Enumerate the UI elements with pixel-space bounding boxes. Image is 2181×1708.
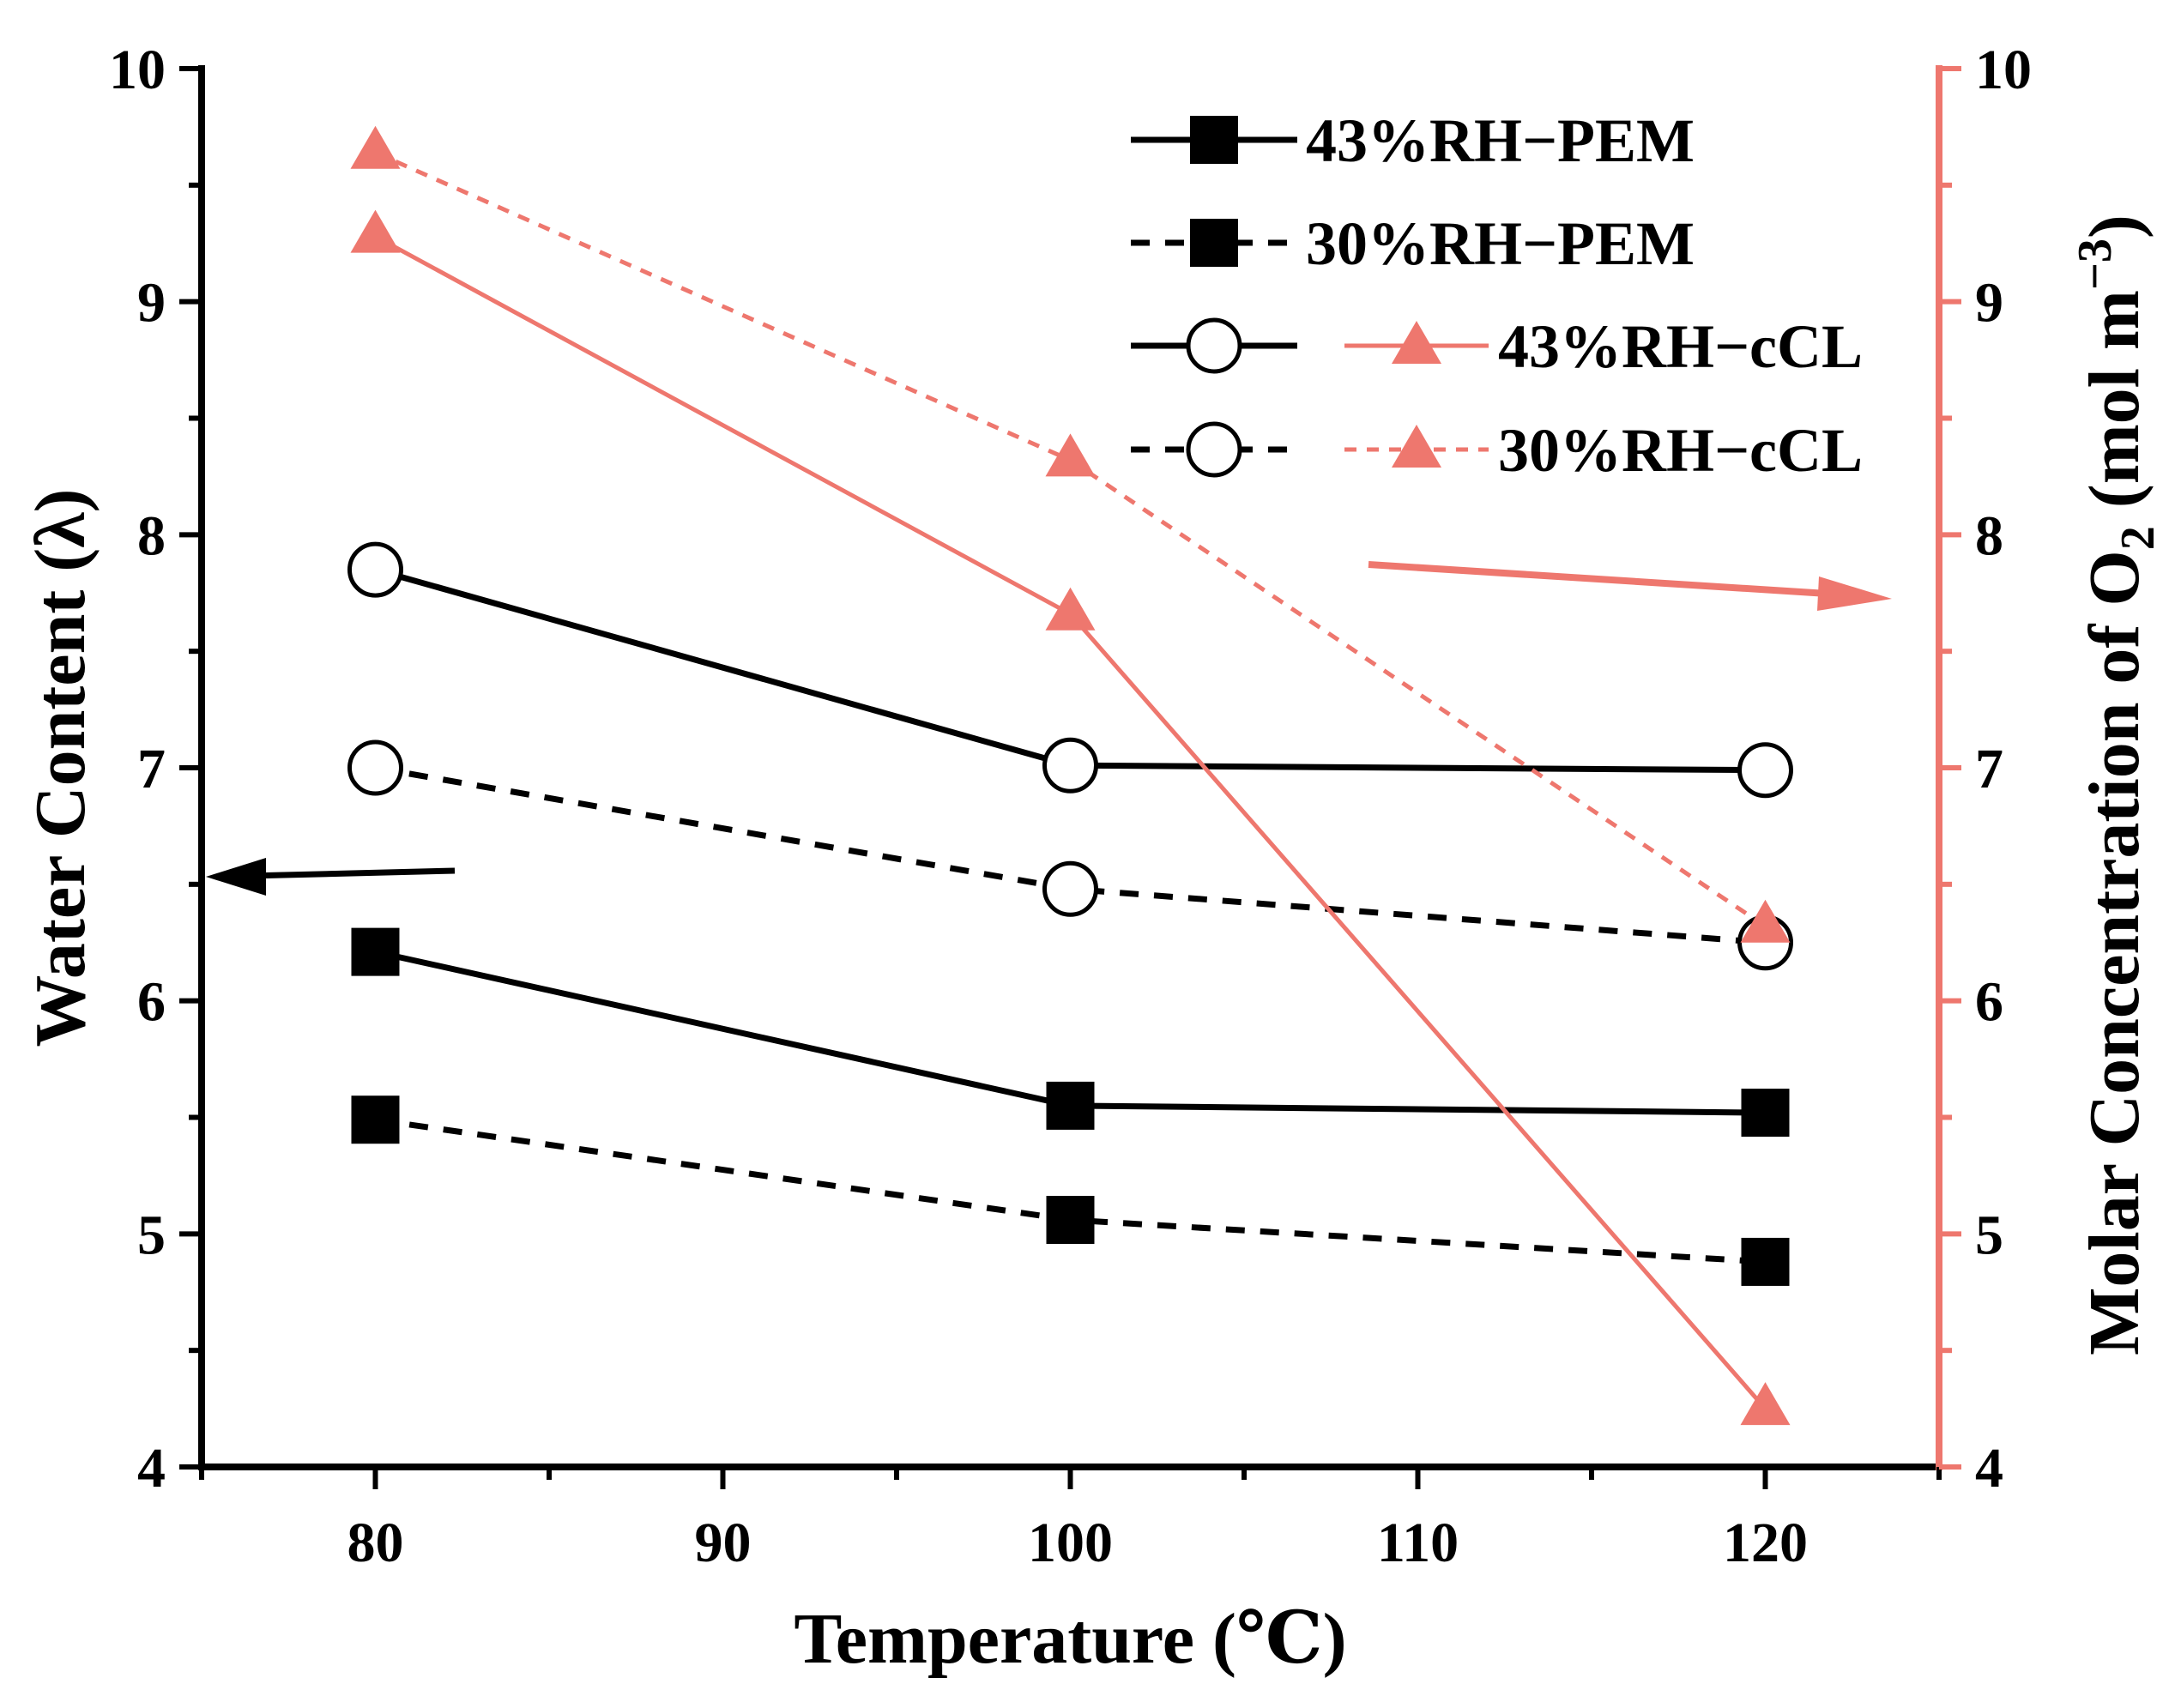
data-point xyxy=(1741,1237,1790,1286)
data-point xyxy=(347,541,403,598)
y-axis-right-title-units: (mol m xyxy=(2075,290,2154,526)
y-left-tick-label: 8 xyxy=(137,504,166,567)
legend-entry: 30%RH−cCL xyxy=(1131,416,1863,485)
data-point xyxy=(1045,587,1096,631)
legend-label: 43%RH−PEM xyxy=(1306,106,1695,175)
legend-label: 30%RH−PEM xyxy=(1306,209,1695,278)
data-point xyxy=(1737,742,1793,799)
data-point xyxy=(1741,1089,1790,1138)
data-point xyxy=(351,1095,400,1144)
data-point xyxy=(347,739,403,796)
x-tick-label: 80 xyxy=(347,1512,404,1574)
legend-marker xyxy=(1190,219,1238,267)
axis-titles: Temperature (℃) Water Content (λ) Molar … xyxy=(21,214,2165,1679)
series-4 xyxy=(350,209,1791,1426)
data-point xyxy=(351,927,400,976)
x-tick-label: 110 xyxy=(1377,1512,1459,1574)
y-right-tick-label: 8 xyxy=(1975,504,2003,567)
x-tick-label: 120 xyxy=(1723,1512,1808,1574)
y-right-tick-label: 10 xyxy=(1975,39,2032,101)
series-5 xyxy=(350,125,1791,943)
data-point xyxy=(350,209,401,253)
data-point xyxy=(1740,1382,1791,1426)
legend-marker xyxy=(1186,317,1242,374)
legend-label: 43%RH−cCL xyxy=(1498,312,1863,381)
y-left-tick-label: 4 xyxy=(137,1437,166,1500)
y-axis-right-title-prefix: Molar Concentration of O xyxy=(2075,550,2154,1355)
y-right-tick-label: 5 xyxy=(1975,1204,2003,1266)
y-axis-left-title: Water Content (λ) xyxy=(21,489,100,1047)
data-point xyxy=(1046,1196,1095,1245)
y-axis-right-title-subscript: 2 xyxy=(2112,526,2165,550)
legend-marker xyxy=(1392,321,1441,364)
y-axis-right-title-suffix: ) xyxy=(2075,214,2154,238)
arrow-left-head xyxy=(206,858,266,896)
arrow-left-line xyxy=(248,867,456,879)
y-right-tick-label: 9 xyxy=(1975,272,2003,335)
arrow-right-head xyxy=(1817,576,1892,611)
y-left-tick-label: 10 xyxy=(109,39,166,101)
legend-marker xyxy=(1190,116,1238,164)
y-axis-right-title-superscript: −3 xyxy=(2069,238,2122,290)
y-left-tick-label: 5 xyxy=(137,1204,166,1266)
data-point xyxy=(1042,737,1098,794)
data-point xyxy=(1046,1081,1095,1130)
legend: 43%RH−PEM 30%RH−PEM 43%RH−cCL 30%RH−cCL xyxy=(1131,106,1863,485)
y-left-tick-label: 7 xyxy=(137,738,166,800)
y-axis-right-title: Molar Concentration of O2 (mol m−3) xyxy=(2069,214,2165,1355)
arrow-right-line xyxy=(1368,561,1828,597)
legend-marker xyxy=(1186,421,1242,478)
data-point xyxy=(1045,433,1096,477)
y-left-tick-label: 9 xyxy=(137,272,166,335)
x-tick-label: 90 xyxy=(695,1512,752,1574)
x-tick-label: 100 xyxy=(1028,1512,1113,1574)
legend-label: 30%RH−cCL xyxy=(1498,416,1863,485)
data-point xyxy=(1740,899,1791,943)
series-layer xyxy=(347,125,1793,1426)
series-1 xyxy=(351,1095,1790,1286)
y-right-tick-label: 4 xyxy=(1975,1437,2003,1500)
series-line xyxy=(374,764,1766,946)
series-0 xyxy=(351,927,1790,1138)
series-3 xyxy=(347,739,1793,971)
series-2 xyxy=(347,541,1793,799)
y-left-tick-label: 6 xyxy=(137,971,166,1034)
legend-marker xyxy=(1392,425,1441,468)
x-axis-title: Temperature (℃) xyxy=(794,1599,1346,1679)
y-right-tick-label: 6 xyxy=(1975,971,2003,1034)
legend-entry: 43%RH−cCL xyxy=(1131,312,1863,381)
legend-entry: 30%RH−PEM xyxy=(1131,209,1695,278)
data-point xyxy=(350,125,401,169)
legend-entry: 43%RH−PEM xyxy=(1131,106,1695,175)
axes: 80 90 100 110 120 4 5 6 7 8 9 10 4 5 6 7 8 9 10 xyxy=(109,39,2032,1574)
annotations xyxy=(206,561,1892,896)
data-point xyxy=(1042,860,1098,917)
y-right-tick-label: 7 xyxy=(1975,738,2003,800)
